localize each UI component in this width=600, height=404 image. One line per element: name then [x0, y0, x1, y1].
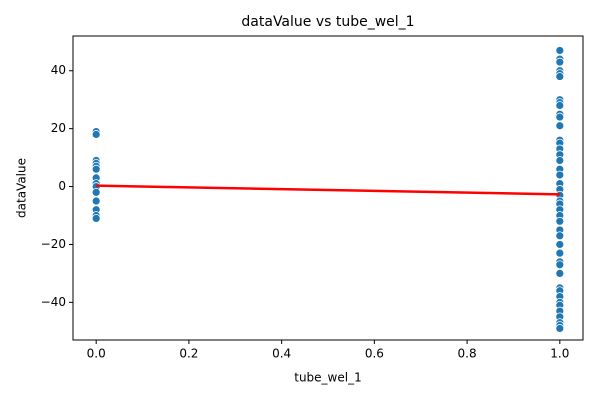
point — [555, 72, 565, 81]
y-tick-label: 0 — [58, 179, 66, 193]
point — [555, 269, 565, 278]
chart-title: dataValue vs tube_wel_1 — [241, 14, 414, 30]
y-tick-label: −40 — [41, 295, 66, 309]
point — [555, 260, 565, 270]
fit-line — [96, 184, 560, 196]
point — [91, 187, 101, 197]
point — [555, 248, 565, 258]
point — [91, 213, 101, 223]
y-axis-label: dataValue — [15, 158, 29, 218]
x-tick-label: 0.2 — [179, 347, 198, 361]
point — [555, 231, 565, 241]
x-tick-label: 0.8 — [458, 347, 477, 361]
x-tick-label: 0.0 — [87, 347, 106, 361]
point — [555, 216, 565, 226]
x-tick-label: 0.6 — [365, 347, 384, 361]
point — [91, 130, 101, 139]
point — [555, 112, 565, 122]
point — [555, 324, 565, 333]
y-tick-label: 40 — [51, 63, 66, 77]
x-axis-label: tube_wel_1 — [294, 371, 361, 385]
point — [91, 164, 101, 174]
point — [555, 121, 565, 131]
y-tick-label: −20 — [41, 237, 66, 251]
point — [555, 46, 565, 55]
point — [555, 240, 565, 249]
y-tick-label: 20 — [51, 121, 66, 135]
plot-frame — [72, 35, 584, 341]
point — [555, 57, 565, 67]
x-tick-label: 0.4 — [272, 347, 291, 361]
point — [555, 101, 565, 110]
x-tick-label: 1.0 — [550, 347, 569, 361]
point — [555, 170, 565, 180]
point — [555, 156, 565, 165]
point — [91, 196, 101, 206]
